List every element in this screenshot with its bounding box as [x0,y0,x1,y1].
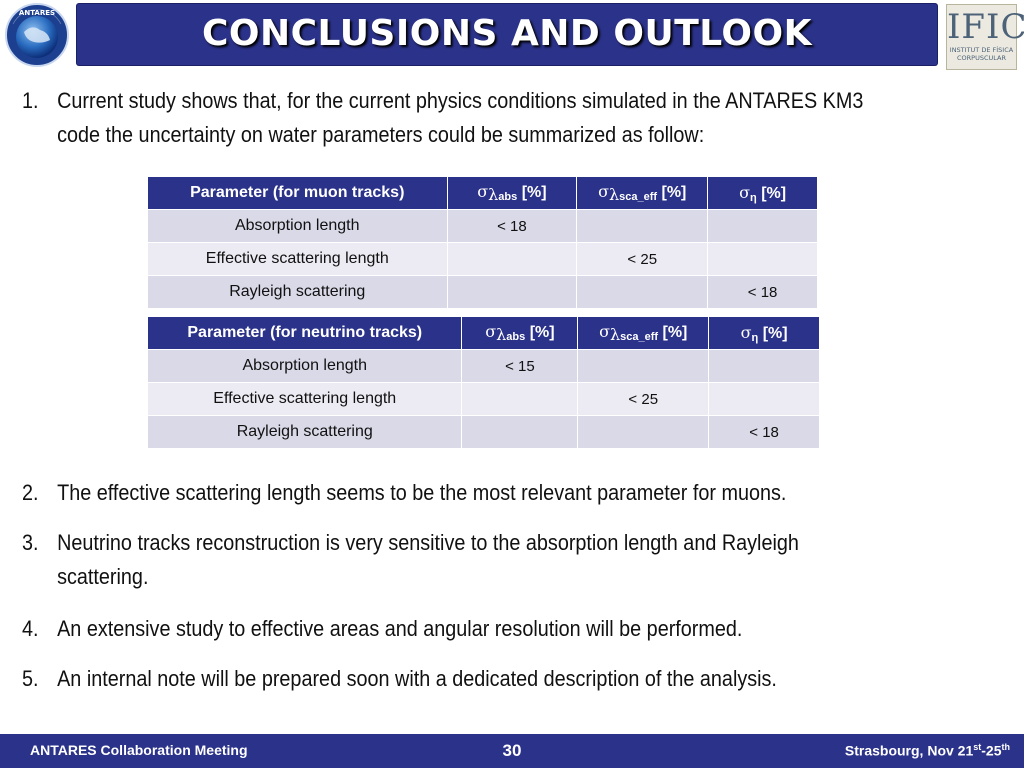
logo-left-text: ANTARES [19,9,55,17]
eta-cell [707,242,818,276]
point-3: 3. Neutrino tracks reconstruction is ver… [22,526,913,594]
sigma-symbol: σ [599,322,610,341]
point-text-line: The effective scattering length seems to… [57,480,787,505]
table-header-row: Parameter (for muon tracks) σλabs [%] σλ… [147,176,818,210]
header-parameter: Parameter (for muon tracks) [147,176,448,210]
point-4: 4. An extensive study to effective areas… [22,612,913,646]
param-cell: Absorption length [147,209,448,243]
sigma-symbol: σ [477,182,489,201]
point-number: 4. [22,616,39,641]
title-bar: CONCLUSIONS AND OUTLOOK [77,4,937,65]
sigma-symbol: σ [598,182,609,201]
point-text-line: An extensive study to effective areas an… [57,616,743,641]
table-row: Rayleigh scattering < 18 [147,275,818,309]
param-cell: Rayleigh scattering [147,275,448,309]
abs-cell [461,415,579,449]
sca-cell [577,415,710,449]
eta-cell: < 18 [707,275,818,309]
table-header-row: Parameter (for neutrino tracks) σλabs [%… [146,316,820,350]
sca-cell [576,209,709,243]
point-text-line: An internal note will be prepared soon w… [57,666,777,691]
sigma-symbol: σ [740,322,752,342]
point-number: 2. [22,480,39,505]
header-parameter: Parameter (for neutrino tracks) [146,316,463,350]
sca-cell [577,349,710,383]
sigma-symbol: σ [485,322,497,341]
abs-cell: < 18 [446,209,578,243]
abs-cell [446,275,578,309]
param-cell: Effective scattering length [146,382,463,416]
eta-cell [707,209,818,243]
table-row: Effective scattering length < 25 [146,382,820,416]
header-sigma-eta: ση [%] [708,316,820,350]
footer-bar: ANTARES Collaboration Meeting 30 Strasbo… [0,734,1024,768]
table-row: Rayleigh scattering < 18 [146,415,820,449]
ific-logo-text: IFIC [947,7,1024,47]
sca-cell: < 25 [576,242,709,276]
antares-logo: ANTARES [5,3,69,67]
eta-cell [708,382,820,416]
point-text-line: scattering. [57,564,149,589]
header-sigma-abs: σλabs [%] [461,316,579,350]
sigma-symbol: σ [739,182,750,202]
sca-cell: < 25 [577,382,710,416]
param-cell: Rayleigh scattering [146,415,463,449]
point-5: 5. An internal note will be prepared soo… [22,662,913,696]
header-sigma-eta: ση [%] [707,176,818,210]
ific-logo-line2: CORPUSCULAR [956,54,1006,62]
header-sigma-sca: σλsca_eff [%] [577,316,710,350]
abs-cell [446,242,578,276]
abs-cell: < 15 [461,349,579,383]
eta-cell: < 18 [708,415,820,449]
point-1: 1. Current study shows that, for the cur… [22,84,913,152]
ific-logo: IFIC INSTITUT DE FÍSICA CORPUSCULAR [946,4,1024,70]
point-text-line: Current study shows that, for the curren… [57,88,864,113]
table-row: Absorption length < 18 [147,209,818,243]
sca-cell [576,275,709,309]
footer-location-date: Strasbourg, Nov 21st-25th [844,742,1010,759]
page-number: 30 [502,741,522,760]
abs-cell [461,382,579,416]
footer-meeting-name: ANTARES Collaboration Meeting [30,742,248,758]
slide-title: CONCLUSIONS AND OUTLOOK [201,13,813,54]
point-number: 1. [22,88,39,113]
muon-parameters-table: Parameter (for muon tracks) σλabs [%] σλ… [147,176,818,309]
param-cell: Absorption length [146,349,463,383]
ific-logo-line1: INSTITUT DE FÍSICA [949,46,1014,54]
point-text-line: Neutrino tracks reconstruction is very s… [57,530,799,555]
eta-cell [708,349,820,383]
point-text-line: code the uncertainty on water parameters… [57,122,705,147]
header-sigma-sca: σλsca_eff [%] [576,176,709,210]
table-row: Absorption length < 15 [146,349,820,383]
header-sigma-abs: σλabs [%] [446,176,578,210]
point-number: 3. [22,530,39,555]
table-row: Effective scattering length < 25 [147,242,818,276]
param-cell: Effective scattering length [147,242,448,276]
point-number: 5. [22,666,39,691]
neutrino-parameters-table: Parameter (for neutrino tracks) σλabs [%… [146,316,820,449]
point-2: 2. The effective scattering length seems… [22,476,913,510]
